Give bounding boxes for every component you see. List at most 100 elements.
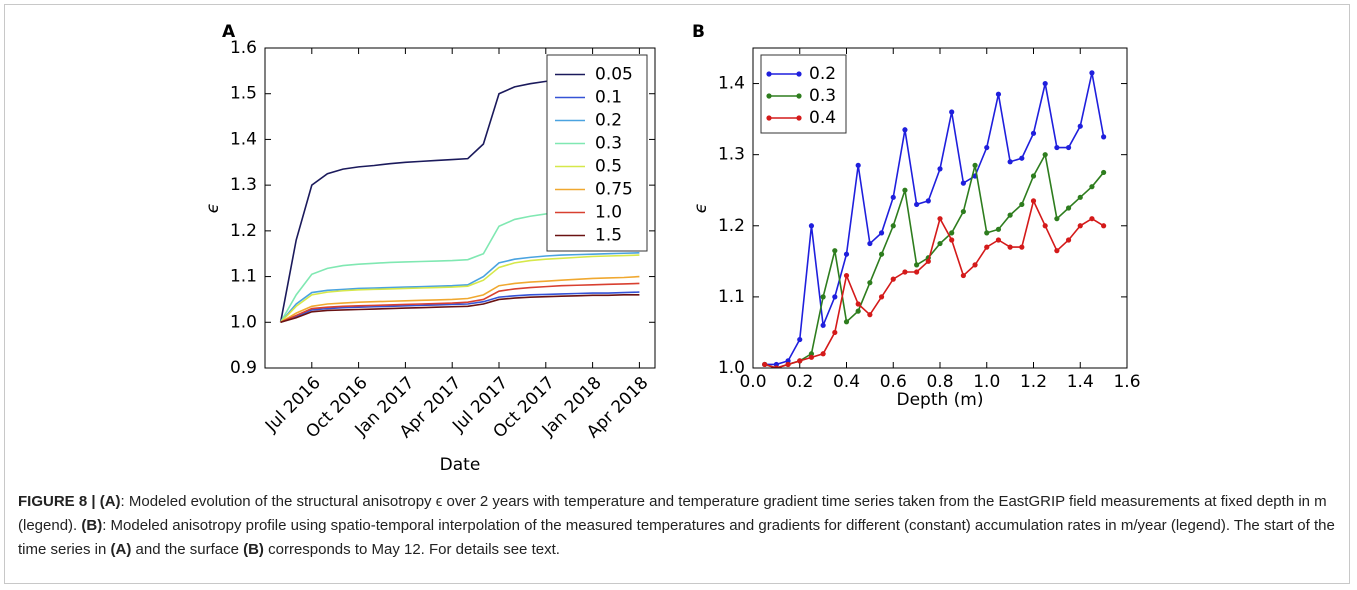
data-point [937,240,943,247]
data-point [820,322,826,328]
data-point [1077,223,1083,229]
data-point [984,144,990,151]
data-point [1065,144,1072,151]
data-point [914,262,920,268]
y-tick-label: 1.1 [230,267,257,287]
axes-frame [264,47,656,369]
data-point [914,269,920,275]
legend-label: 0.1 [595,88,622,108]
data-point [1007,244,1013,250]
panel-label: B [692,22,705,42]
data-point [972,162,978,168]
x-tick-label: 0.6 [880,372,907,392]
data-point [843,251,850,257]
data-point [1101,134,1107,140]
caption-run: (B) [81,517,103,534]
data-point [960,208,966,215]
legend-label: 0.2 [595,111,622,131]
data-point [1054,216,1060,222]
data-point [1089,184,1095,190]
data-point [984,230,990,236]
data-point [925,198,931,204]
series-line [280,291,640,324]
data-point [1019,201,1025,208]
data-point [1030,173,1037,179]
series-line [280,275,640,323]
data-point [855,301,861,307]
data-point [949,109,955,115]
y-tick-label: 1.2 [230,221,257,241]
data-point [949,230,955,236]
data-point [855,308,861,314]
y-tick-label: 1.4 [230,129,257,149]
y-tick-label: 1.5 [230,84,257,104]
data-point [785,358,791,364]
data-point [1077,194,1083,200]
series-line [280,294,640,324]
caption-run: : Modeled anisotropy profile using spati… [18,517,1339,558]
data-point [1007,159,1013,165]
data-point [1077,123,1083,129]
data-point [890,194,896,200]
caption-run: (B) [243,541,264,558]
legend-label: 0.75 [595,180,633,200]
legend-label: 0.2 [809,64,836,84]
data-point [867,240,873,247]
data-point [820,294,826,300]
data-point [890,276,896,282]
y-axis-label: ϵ [691,203,711,213]
data-point [1101,169,1107,176]
legend-marker [796,115,802,121]
plot-area [762,70,1107,368]
legend-box [546,54,648,252]
data-point [1065,205,1072,211]
data-point [960,180,966,186]
data-point [832,248,838,254]
data-point [878,251,885,257]
x-tick-label: 0.0 [739,372,766,392]
data-point [797,358,803,364]
data-point [984,244,990,250]
caption-run: corresponds to May 12. For details see t… [263,541,560,558]
data-point [1019,244,1025,250]
data-point [1054,248,1060,254]
data-point [1042,80,1048,87]
data-point [878,294,885,300]
y-tick-label: 1.4 [718,74,745,94]
data-point [867,312,873,318]
data-point [797,336,803,343]
legend-label: 0.3 [595,134,622,154]
data-point [960,272,966,279]
y-tick-label: 1.3 [230,175,257,195]
y-tick-label: 0.9 [230,358,257,378]
data-point [832,329,838,336]
y-tick-label: 1.6 [230,38,257,58]
series-line [764,198,1105,368]
y-tick-label: 1.0 [718,358,745,378]
legend-label: 0.4 [809,108,836,128]
data-point [995,226,1002,232]
data-point [949,237,955,243]
series-line [280,282,640,324]
data-point [902,269,908,275]
legend-marker [766,115,772,121]
data-point [995,91,1002,97]
data-point [890,223,896,229]
legend-marker [766,93,772,99]
data-point [820,351,826,357]
caption-run: : Modeled evolution of the structural an… [18,493,1331,534]
series-line [279,252,640,323]
y-tick-label: 1.2 [718,216,745,236]
x-tick-label: 0.8 [926,372,953,392]
data-point [867,280,873,286]
data-point [972,262,978,268]
legend-label: 1.0 [595,203,622,223]
x-tick-label: 1.0 [973,372,1000,392]
x-tick-label: 0.4 [833,372,860,392]
legend-label: 0.3 [809,86,836,106]
x-tick-label: 1.6 [1113,372,1140,392]
data-point [937,216,943,222]
legend-box [760,54,847,134]
